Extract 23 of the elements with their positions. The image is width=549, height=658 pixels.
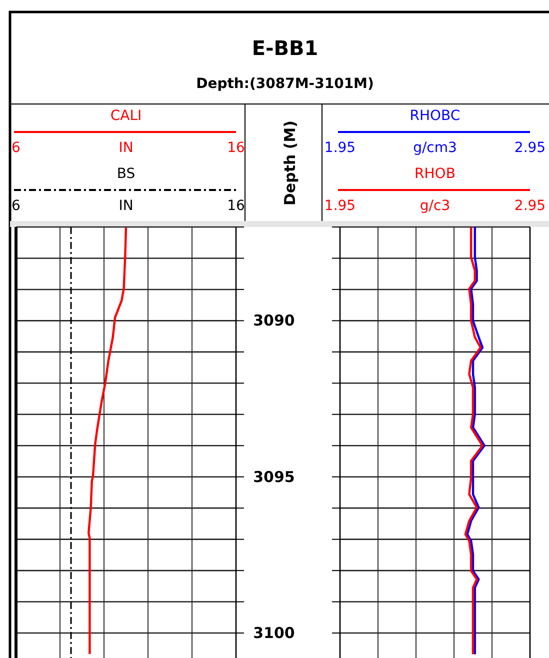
x-tick-label: 16	[227, 198, 245, 214]
x-tick-label: 2.95	[514, 198, 546, 214]
x2-tick-label: 1.95	[324, 140, 356, 156]
x-axis-title: g/cm3	[413, 140, 457, 156]
x2-tick-label: 16	[227, 140, 245, 156]
y-tick-label: 3095	[253, 468, 295, 486]
x-tick-label: 6	[12, 198, 21, 214]
x-axis-title: IN	[118, 140, 134, 156]
y-tick-label: 3100	[253, 624, 295, 642]
text: CALI	[110, 108, 142, 124]
y-axis-title: Depth (M)	[281, 120, 299, 206]
x2-axis-title: g/c3	[420, 198, 450, 214]
x2-axis-title: IN	[118, 198, 134, 214]
text: RHOBC	[410, 108, 460, 124]
text: RHOB	[414, 166, 456, 182]
x2-tick-label: 6	[12, 140, 21, 156]
line-series	[88, 226, 128, 656]
x-tick-label: 1.95	[324, 198, 356, 214]
text: Depth:(3087M-3101M)	[196, 76, 374, 92]
text: E-BB1	[252, 36, 318, 60]
y-tick-label: 3090	[253, 312, 295, 330]
x2-tick-label: 2.95	[514, 140, 546, 156]
text: BS	[116, 166, 136, 182]
